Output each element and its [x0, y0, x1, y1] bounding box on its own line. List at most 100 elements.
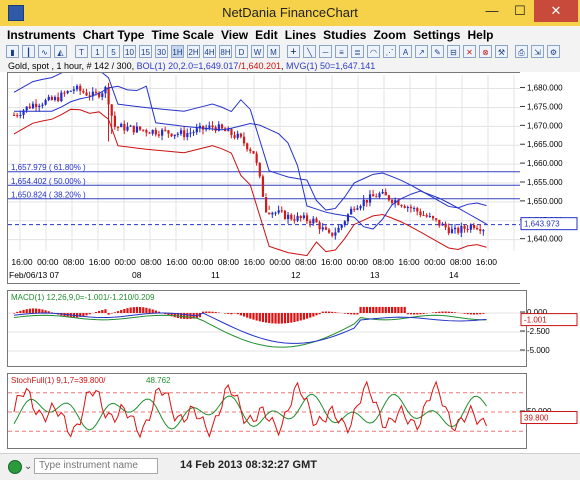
candle-body: [445, 224, 447, 228]
macd-histogram-bar: [300, 313, 302, 321]
price-chart[interactable]: 1,657.979 ( 61.80% )1,654.402 ( 50.00% )…: [8, 73, 526, 283]
macd-histogram-bar: [123, 309, 125, 313]
menu-help[interactable]: Help: [467, 26, 493, 44]
price-chart-panel[interactable]: 1,657.979 ( 61.80% )1,654.402 ( 50.00% )…: [7, 72, 527, 284]
macd-histogram-bar: [482, 313, 484, 314]
candle-body: [344, 221, 346, 224]
tools-icon[interactable]: ⚒: [495, 45, 508, 58]
macd-histogram-bar: [234, 313, 236, 314]
timescale-day-button[interactable]: D: [235, 45, 248, 58]
export-icon[interactable]: ⇲: [531, 45, 544, 58]
menu-studies[interactable]: Studies: [323, 26, 366, 44]
timescale-week-button[interactable]: W: [251, 45, 264, 58]
timescale-5m-button[interactable]: 5: [107, 45, 120, 58]
candle-body: [193, 132, 195, 133]
x-tick-label: 08:00: [63, 257, 85, 267]
macd-histogram-bar: [130, 308, 132, 313]
macd-histogram-bar: [413, 313, 415, 315]
timescale-10m-button[interactable]: 10: [123, 45, 136, 58]
zoom-out-icon[interactable]: ⊟: [447, 45, 460, 58]
close-button[interactable]: ✕: [534, 0, 578, 22]
menu-settings[interactable]: Settings: [413, 26, 460, 44]
stochastic-chart[interactable]: StochFull(1) 9,1,7=39.800/48.762: [8, 374, 526, 448]
timescale-month-button[interactable]: M: [267, 45, 280, 58]
candle-body: [382, 192, 384, 193]
channel-icon[interactable]: ≡: [335, 45, 348, 58]
line-chart-icon[interactable]: ∿: [38, 45, 51, 58]
timescale-1m-button[interactable]: 1: [91, 45, 104, 58]
candle-body: [189, 133, 191, 134]
candle-body: [76, 86, 78, 89]
candle-body: [48, 97, 50, 100]
menu-lines[interactable]: Lines: [285, 26, 316, 44]
timescale-4h-button[interactable]: 4H: [203, 45, 216, 58]
delete-icon[interactable]: ✕: [463, 45, 476, 58]
x-tick-label: 16:00: [244, 257, 266, 267]
candle-body: [325, 227, 327, 229]
menu-chart-type[interactable]: Chart Type: [83, 26, 145, 44]
macd-histogram-bar: [438, 312, 440, 313]
maximize-button[interactable]: ☐: [506, 0, 534, 22]
print-icon[interactable]: ⎙: [515, 45, 528, 58]
dropdown-icon[interactable]: ⌄: [24, 461, 32, 472]
macd-histogram-bar: [35, 309, 37, 313]
candle-body: [268, 213, 270, 215]
menu-time-scale[interactable]: Time Scale: [151, 26, 213, 44]
bar-chart-icon[interactable]: ┃: [22, 45, 35, 58]
timescale-15m-button[interactable]: 15: [139, 45, 152, 58]
moving-average-info: MVG(1) 50=1,647.141: [286, 61, 375, 71]
instrument-search-input[interactable]: [34, 458, 158, 474]
menu-instruments[interactable]: Instruments: [7, 26, 76, 44]
candle-body: [470, 225, 472, 230]
macd-histogram-bar: [32, 308, 34, 313]
fan-icon[interactable]: ⋰: [383, 45, 396, 58]
menu-edit[interactable]: Edit: [255, 26, 278, 44]
y-tick-label: 1,655.000: [527, 178, 563, 187]
macd-chart[interactable]: MACD(1) 12,26,9,0=-1.001/-1.210/0.209: [8, 291, 526, 366]
candle-body: [57, 97, 59, 101]
candle-body: [331, 233, 333, 236]
marker-icon[interactable]: ✎: [431, 45, 444, 58]
arrow-icon[interactable]: ↗: [415, 45, 428, 58]
settings-icon[interactable]: ⚙: [547, 45, 560, 58]
candle-body: [360, 206, 362, 208]
x-tick-label: 08:00: [295, 257, 317, 267]
candle-body: [130, 126, 132, 127]
timescale-2h-button[interactable]: 2H: [187, 45, 200, 58]
date-label: 11: [211, 270, 220, 280]
macd-histogram-bar: [423, 313, 425, 314]
candle-body: [419, 212, 421, 216]
x-tick-label: 16:00: [476, 257, 498, 267]
macd-histogram-bar: [208, 312, 210, 313]
menu-zoom[interactable]: Zoom: [373, 26, 406, 44]
timescale-30m-button[interactable]: 30: [155, 45, 168, 58]
candlestick-chart-icon[interactable]: ▮: [6, 45, 19, 58]
menu-view[interactable]: View: [221, 26, 248, 44]
instrument-info: Gold, spot , 1 hour, # 142 / 300,: [8, 61, 134, 71]
timescale-tick-button[interactable]: T: [75, 45, 88, 58]
macd-panel[interactable]: MACD(1) 12,26,9,0=-1.001/-1.210/0.209: [7, 290, 527, 367]
crosshair-icon[interactable]: +: [287, 45, 300, 58]
menu-bar: Instruments Chart Type Time Scale View Edit L…: [0, 26, 580, 44]
macd-histogram-bar: [237, 313, 239, 314]
candle-body: [271, 213, 273, 215]
arc-icon[interactable]: ◠: [367, 45, 380, 58]
macd-histogram-bar: [120, 310, 122, 313]
horizontal-line-icon[interactable]: ─: [319, 45, 332, 58]
timescale-1h-button[interactable]: 1H: [171, 45, 184, 58]
area-chart-icon[interactable]: ◭: [54, 45, 67, 58]
candle-body: [79, 86, 81, 91]
text-tool-icon[interactable]: A: [399, 45, 412, 58]
candle-body: [378, 193, 380, 197]
fibonacci-icon[interactable]: ≣: [351, 45, 364, 58]
timescale-8h-button[interactable]: 8H: [219, 45, 232, 58]
draw-line-icon[interactable]: ╲: [303, 45, 316, 58]
macd-histogram-bar: [16, 312, 18, 313]
delete-all-icon[interactable]: ⊗: [479, 45, 492, 58]
candle-body: [73, 89, 75, 90]
stochastic-axis: 50.00039.800: [520, 373, 580, 449]
minimize-button[interactable]: —: [478, 0, 506, 22]
macd-histogram-bar: [315, 313, 317, 315]
stochastic-panel[interactable]: StochFull(1) 9,1,7=39.800/48.762: [7, 373, 527, 449]
macd-histogram-bar: [356, 313, 358, 314]
